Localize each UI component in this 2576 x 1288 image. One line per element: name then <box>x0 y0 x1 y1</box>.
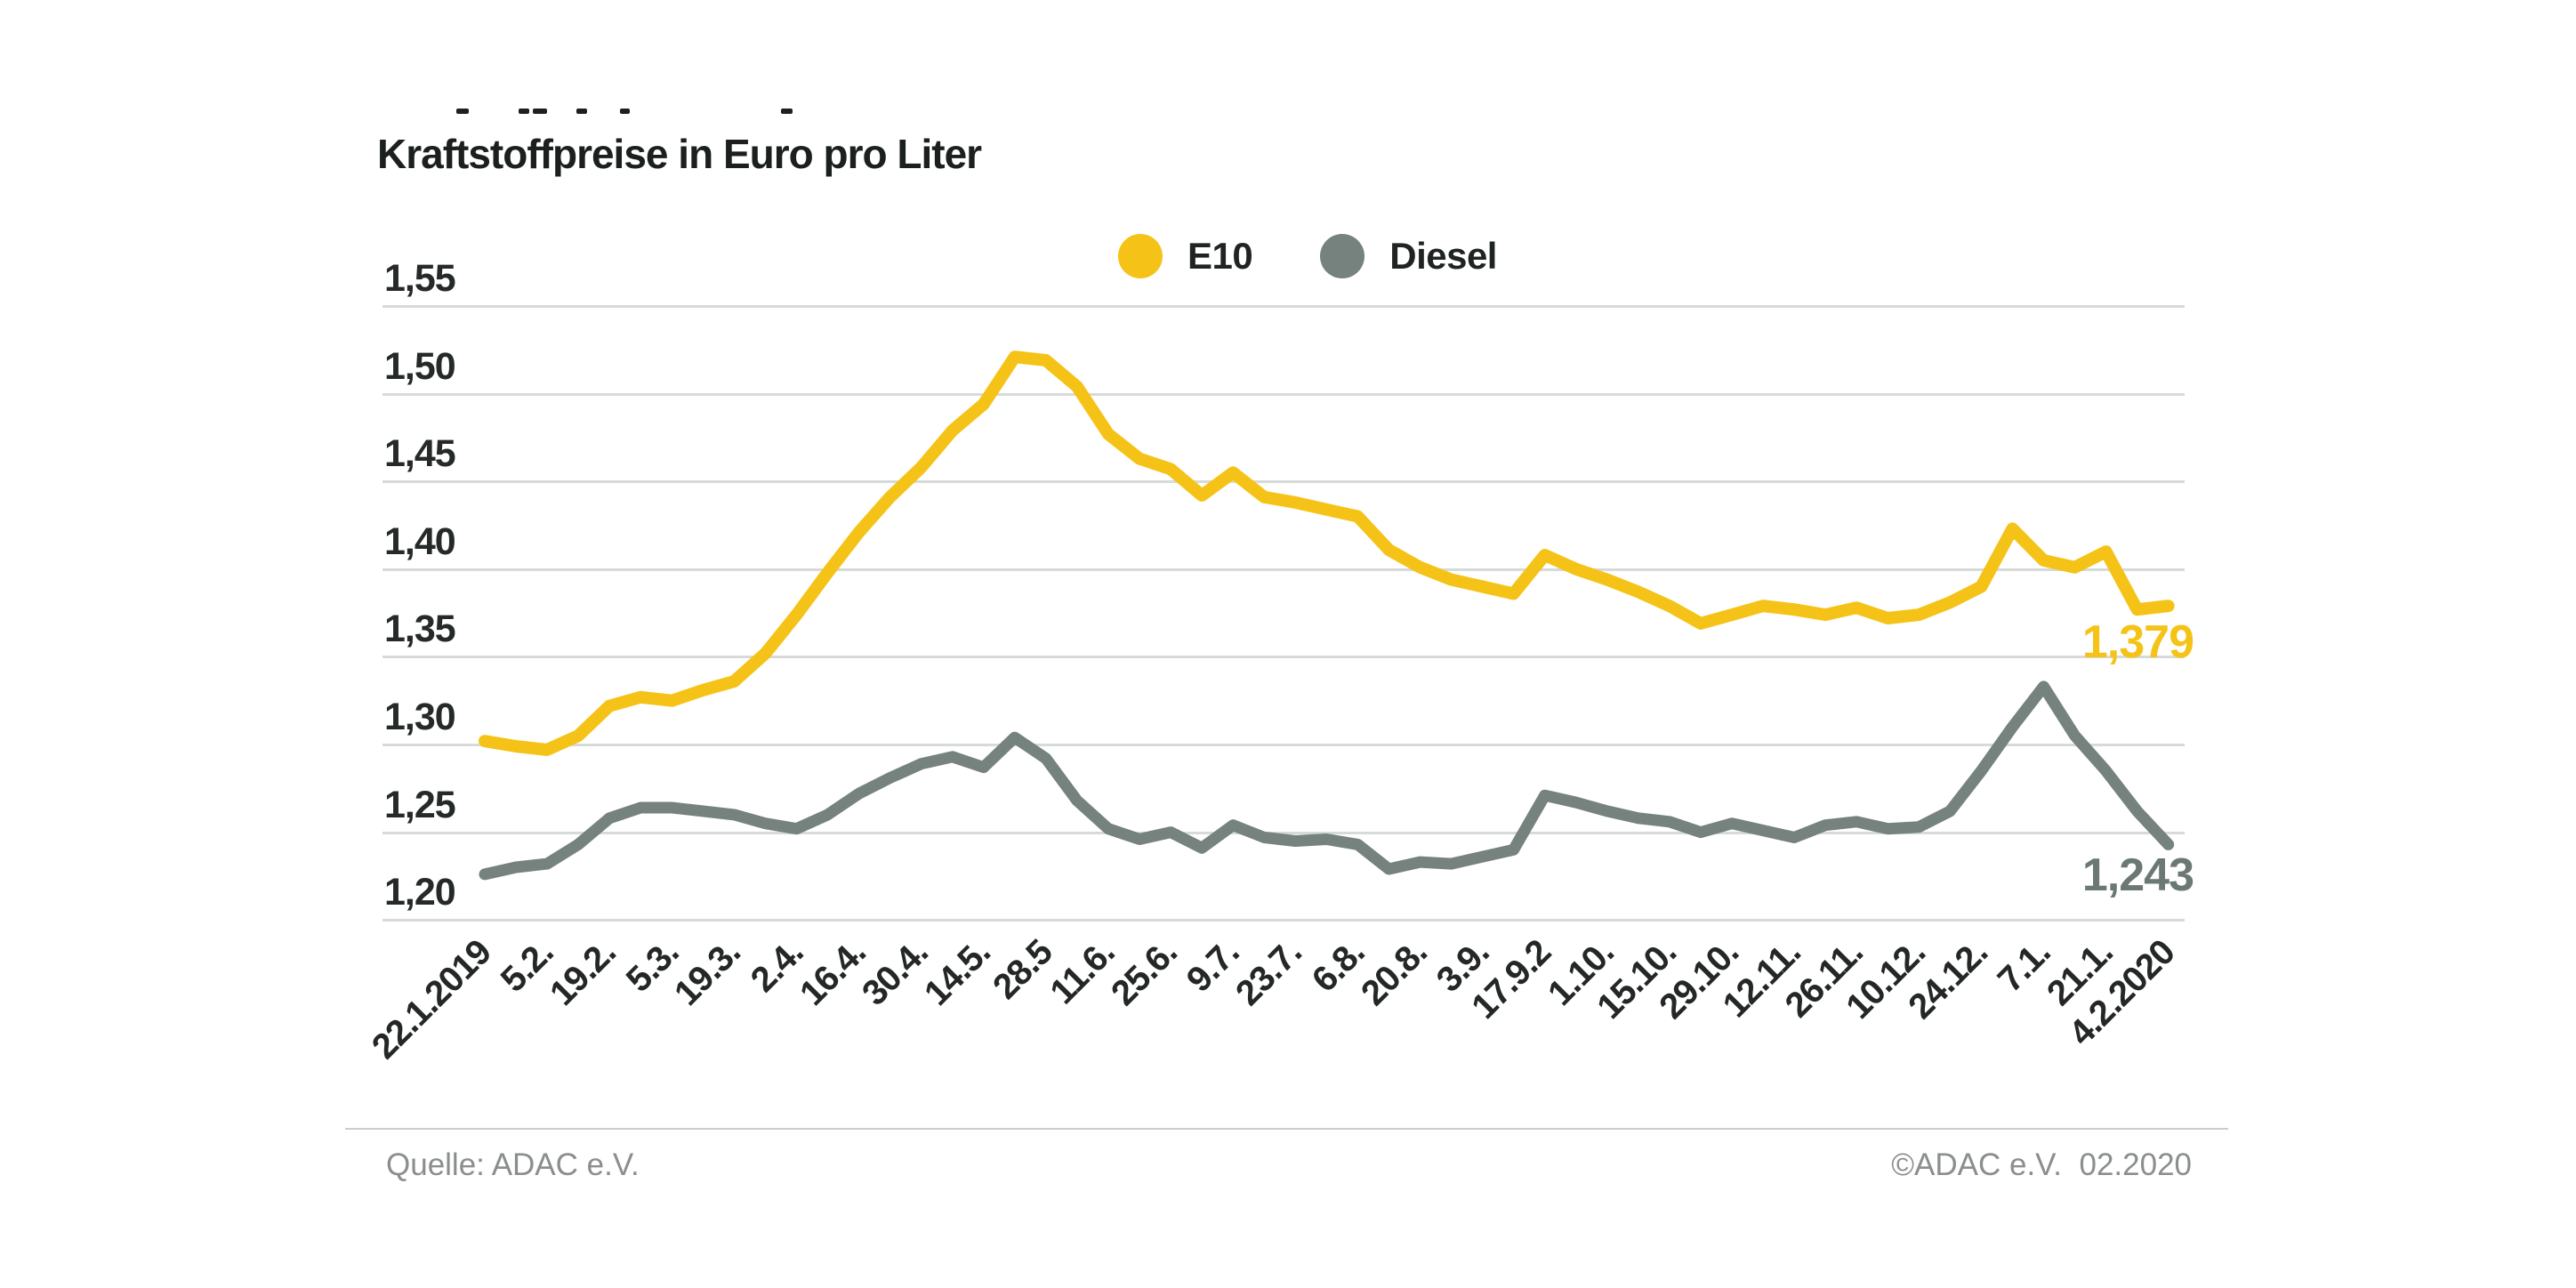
e10-legend-label: E10 <box>1187 235 1253 277</box>
e10-line <box>479 350 2175 756</box>
e10-end-value-label: 1,379 <box>2081 616 2194 668</box>
gridline <box>382 919 2185 922</box>
y-axis-label: 1,55 <box>384 257 456 300</box>
cropped-headline-artifact <box>0 109 2576 116</box>
gridline <box>382 392 2185 396</box>
source-note: Quelle: ADAC e.V. <box>386 1147 640 1182</box>
gridline <box>382 744 2185 746</box>
diesel-legend-label: Diesel <box>1389 235 1497 277</box>
y-axis-label: 1,40 <box>384 519 456 563</box>
footer-divider <box>345 1128 2228 1130</box>
chart-title: Kraftstoffpreise in Euro pro Liter <box>377 131 982 177</box>
diesel-end-value-label: 1,243 <box>2081 849 2194 901</box>
y-axis-label: 1,20 <box>384 871 456 914</box>
diesel-legend-dot-icon <box>1320 234 1365 278</box>
gridline <box>382 305 2185 308</box>
y-axis-label: 1,45 <box>384 432 456 476</box>
gridline <box>382 568 2185 571</box>
gridline <box>382 656 2185 659</box>
diesel-line <box>479 680 2175 881</box>
y-axis-label: 1,25 <box>384 783 456 826</box>
e10-legend-dot-icon <box>1118 234 1163 278</box>
chart-legend: E10 Diesel <box>1118 234 1497 278</box>
y-axis-label: 1,30 <box>384 696 456 738</box>
y-axis-label: 1,50 <box>384 344 456 388</box>
gridline <box>382 831 2185 834</box>
gridline <box>382 480 2185 484</box>
copyright-note: ©ADAC e.V. 02.2020 <box>1891 1147 2192 1182</box>
y-axis-label: 1,35 <box>384 608 456 651</box>
